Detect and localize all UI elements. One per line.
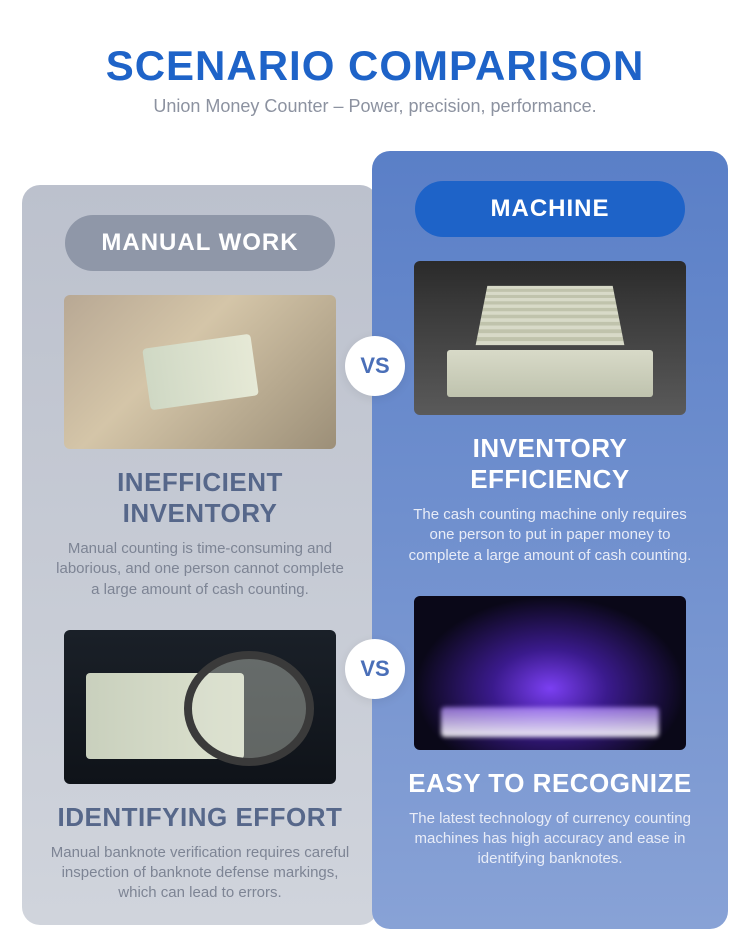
spacer [48,600,352,630]
image-manual-verify [64,630,336,784]
heading-identifying-effort: IDENTIFYING EFFORT [48,802,352,833]
body-inefficient-inventory: Manual counting is time-consuming and la… [48,539,352,600]
pill-machine: MACHINE [415,181,685,237]
column-manual: MANUAL WORK INEFFICIENT INVENTORY Manual… [22,185,378,925]
image-machine-counting [414,261,686,415]
heading-inventory-efficiency: INVENTORY EFFICIENCY [398,433,702,495]
heading-easy-recognize: EASY TO RECOGNIZE [398,768,702,799]
page-root: SCENARIO COMPARISON Union Money Counter … [0,0,750,928]
vs-badge-1: VS [345,336,405,396]
heading-inefficient-inventory: INEFFICIENT INVENTORY [48,467,352,529]
image-machine-uv [414,596,686,750]
spacer [398,566,702,596]
image-manual-counting [64,295,336,449]
subtitle: Union Money Counter – Power, precision, … [0,96,750,117]
body-easy-recognize: The latest technology of currency counti… [398,809,702,870]
vs-badge-2: VS [345,639,405,699]
body-inventory-efficiency: The cash counting machine only requires … [398,505,702,566]
pill-manual: MANUAL WORK [65,215,335,271]
column-machine: MACHINE INVENTORY EFFICIENCY The cash co… [372,151,728,929]
main-title: SCENARIO COMPARISON [0,42,750,90]
body-identifying-effort: Manual banknote verification requires ca… [48,843,352,904]
comparison-columns: MANUAL WORK INEFFICIENT INVENTORY Manual… [0,151,750,921]
